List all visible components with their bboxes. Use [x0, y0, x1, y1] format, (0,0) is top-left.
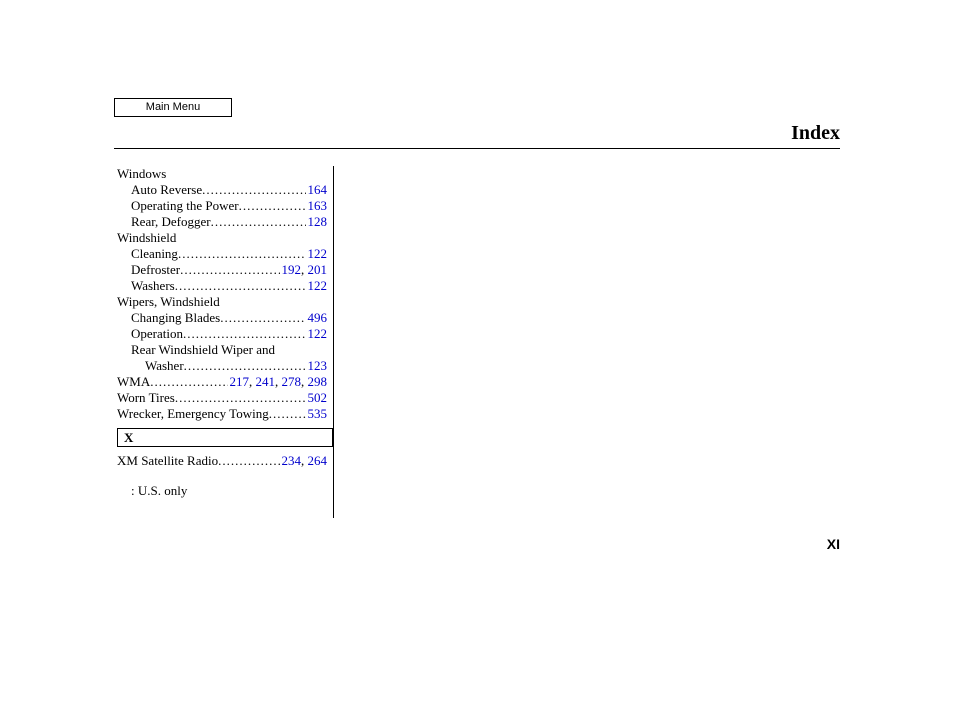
- index-label: Auto Reverse: [131, 182, 202, 198]
- index-label: WMA: [117, 374, 150, 390]
- page-link[interactable]: 164: [308, 182, 328, 197]
- index-label: Rear Windshield Wiper and: [131, 342, 275, 358]
- page-title: Index: [791, 122, 840, 145]
- index-entry: Rear, Defogger 128: [117, 214, 327, 230]
- leader-dots: [239, 198, 306, 214]
- leader-dots: [180, 262, 279, 278]
- index-label: Cleaning: [131, 246, 178, 262]
- page-link[interactable]: 234: [282, 453, 302, 468]
- leader-dots: [184, 358, 306, 374]
- page-link[interactable]: 123: [308, 358, 328, 373]
- index-entry: Auto Reverse 164: [117, 182, 327, 198]
- page-link[interactable]: 192: [282, 262, 302, 277]
- page-refs: 164: [306, 182, 328, 198]
- index-entry-wrap: Rear Windshield Wiper and: [117, 342, 327, 358]
- leader-dots: [269, 406, 306, 422]
- index-entry: Changing Blades 496: [117, 310, 327, 326]
- page-refs: 192, 201: [280, 262, 328, 278]
- page-link[interactable]: 264: [308, 453, 328, 468]
- leader-dots: [183, 326, 306, 342]
- index-heading: Windshield: [117, 230, 327, 246]
- index-label: Rear, Defogger: [131, 214, 211, 230]
- index-label: Washer: [145, 358, 184, 374]
- page-link[interactable]: 122: [308, 246, 328, 261]
- page-link[interactable]: 128: [308, 214, 328, 229]
- page-link[interactable]: 201: [308, 262, 328, 277]
- page-refs: 122: [306, 246, 328, 262]
- index-entry: Washer 123: [117, 358, 327, 374]
- page-link[interactable]: 163: [308, 198, 328, 213]
- leader-dots: [211, 214, 306, 230]
- index-label: XM Satellite Radio: [117, 453, 218, 469]
- index-label: Windows: [117, 166, 166, 182]
- page-link[interactable]: 298: [308, 374, 328, 389]
- index-heading: Windows: [117, 166, 327, 182]
- leader-dots: [175, 390, 306, 406]
- index-entry: Defroster 192, 201: [117, 262, 327, 278]
- page-refs: 128: [306, 214, 328, 230]
- page-link[interactable]: 278: [282, 374, 302, 389]
- page-link[interactable]: 122: [308, 278, 328, 293]
- page-number: XI: [827, 536, 840, 552]
- page-refs: 123: [306, 358, 328, 374]
- main-menu-button[interactable]: Main Menu: [114, 98, 232, 117]
- index-label: Defroster: [131, 262, 180, 278]
- index-entry: Cleaning 122: [117, 246, 327, 262]
- column-divider: [333, 166, 334, 518]
- page-refs: 502: [306, 390, 328, 406]
- index-entry: Operation 122: [117, 326, 327, 342]
- leader-dots: [150, 374, 227, 390]
- page-link[interactable]: 122: [308, 326, 328, 341]
- index-label: Worn Tires: [117, 390, 175, 406]
- index-label: Operating the Power: [131, 198, 239, 214]
- page-refs: 496: [306, 310, 328, 326]
- page-root: Main Menu Index Windows Auto Reverse 164…: [0, 0, 954, 710]
- page-link[interactable]: 241: [256, 374, 276, 389]
- index-entry: Operating the Power 163: [117, 198, 327, 214]
- section-letter-box: X: [117, 428, 333, 447]
- page-refs: 122: [306, 278, 328, 294]
- page-link[interactable]: 535: [308, 406, 328, 421]
- index-label: Wipers, Windshield: [117, 294, 220, 310]
- horizontal-rule: [114, 148, 840, 149]
- leader-dots: [220, 310, 305, 326]
- index-column: Windows Auto Reverse 164 Operating the P…: [117, 166, 327, 499]
- index-label: Changing Blades: [131, 310, 220, 326]
- page-refs: 122: [306, 326, 328, 342]
- page-refs: 163: [306, 198, 328, 214]
- page-refs: 535: [306, 406, 328, 422]
- leader-dots: [202, 182, 305, 198]
- index-entry: Wrecker, Emergency Towing 535: [117, 406, 327, 422]
- page-refs: 234, 264: [280, 453, 328, 469]
- leader-dots: [218, 453, 279, 469]
- index-heading: Wipers, Windshield: [117, 294, 327, 310]
- index-entry: WMA 217, 241, 278, 298: [117, 374, 327, 390]
- index-entry: Washers 122: [117, 278, 327, 294]
- page-link[interactable]: 502: [308, 390, 328, 405]
- page-refs: 217, 241, 278, 298: [228, 374, 328, 390]
- index-label: Washers: [131, 278, 175, 294]
- index-label: Operation: [131, 326, 183, 342]
- page-link[interactable]: 496: [308, 310, 328, 325]
- index-label: Wrecker, Emergency Towing: [117, 406, 269, 422]
- page-link[interactable]: 217: [230, 374, 250, 389]
- index-label: Windshield: [117, 230, 176, 246]
- leader-dots: [178, 246, 306, 262]
- index-entry: XM Satellite Radio 234, 264: [117, 453, 327, 469]
- leader-dots: [175, 278, 306, 294]
- index-entry: Worn Tires 502: [117, 390, 327, 406]
- footnote: : U.S. only: [117, 483, 327, 499]
